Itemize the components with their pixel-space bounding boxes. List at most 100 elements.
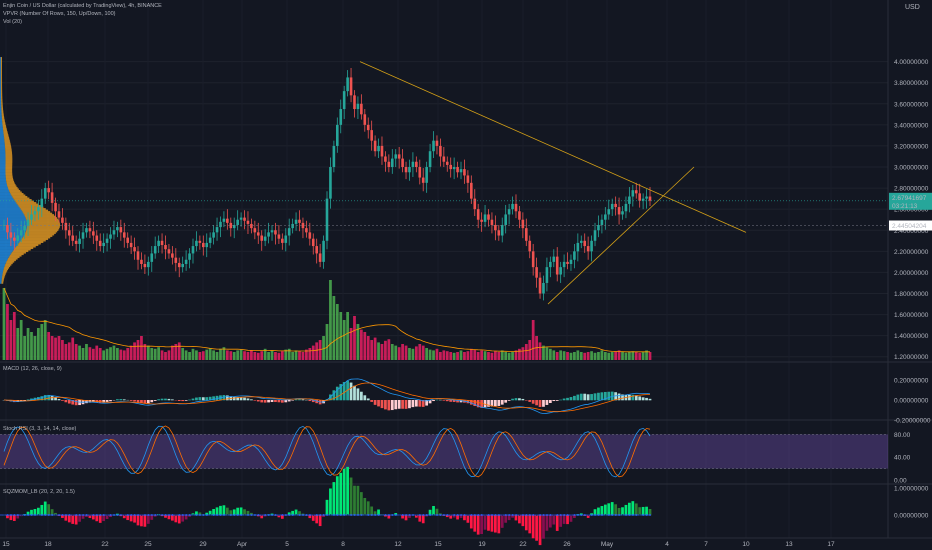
candle-body xyxy=(19,230,23,236)
candle-body xyxy=(356,103,360,110)
sqz-bar xyxy=(329,488,332,516)
sqz-bar xyxy=(607,503,611,516)
macd-hist-bar xyxy=(277,400,281,403)
sqz-bar xyxy=(548,515,552,528)
volume-bar xyxy=(160,350,164,360)
chart-title: Enjin Coin / US Dollar (calculated by Tr… xyxy=(3,3,162,9)
vpvr-legend[interactable]: VPVR (Number Of Rows, 150, Up/Down, 100) xyxy=(3,11,116,17)
candle-body xyxy=(411,161,415,168)
candle-body xyxy=(88,228,92,232)
volume-bar xyxy=(263,348,267,360)
candle-body xyxy=(559,267,562,275)
sqz-bar xyxy=(617,507,621,516)
macd-hist-bar xyxy=(243,397,246,401)
volume-bar xyxy=(181,348,185,360)
vpvr-up-row xyxy=(0,177,6,180)
candle-body xyxy=(373,140,377,152)
macd-hist-bar xyxy=(373,400,377,405)
time-tick-label: 4 xyxy=(665,541,669,548)
macd-hist-bar xyxy=(287,400,291,402)
macd-hist-bar xyxy=(483,400,487,408)
vpvr-up-row xyxy=(0,271,3,274)
volume-bar xyxy=(294,350,298,360)
vpvr-down-row xyxy=(5,149,12,151)
sqz-bar xyxy=(9,515,13,521)
volume-bar xyxy=(542,345,545,360)
stoch-rsi-legend[interactable]: Stoch RSI (3, 3, 14, 14, close) xyxy=(3,426,77,432)
sqz-bar xyxy=(98,515,102,523)
sqz-bar xyxy=(421,515,425,524)
volume-bar xyxy=(150,348,154,360)
sqz-bar xyxy=(311,515,315,521)
candle-body xyxy=(610,203,614,210)
candle-body xyxy=(160,240,164,246)
candle-body xyxy=(336,124,339,146)
sqz-bar xyxy=(394,513,398,516)
macd-hist-bar xyxy=(308,400,312,402)
candle-body xyxy=(590,240,593,252)
vpvr-down-row xyxy=(26,226,60,228)
sqz-bar xyxy=(26,511,30,516)
macd-hist-bar xyxy=(528,400,532,402)
volume-bar xyxy=(26,328,30,360)
price-tick-label: 2.20000000 xyxy=(894,249,929,256)
vpvr-down-row xyxy=(11,251,26,254)
sqzmom-legend[interactable]: SQZMOM_LB (20, 2, 20, 1.5) xyxy=(3,489,75,495)
candle-body xyxy=(456,167,459,173)
time-tick-label: 7 xyxy=(704,541,708,548)
macd-hist-bar xyxy=(476,400,480,408)
sqz-bar xyxy=(452,515,456,518)
candle-body xyxy=(521,219,525,229)
macd-hist-bar xyxy=(105,400,109,403)
macd-legend[interactable]: MACD (12, 26, close, 9) xyxy=(3,366,62,372)
macd-hist-bar xyxy=(74,400,78,406)
candle-body xyxy=(274,230,277,235)
sqz-bar xyxy=(404,515,408,521)
vpvr-up-row xyxy=(0,174,6,177)
volume-bar xyxy=(576,350,580,360)
vpvr-up-row xyxy=(0,227,27,230)
sqz-bar xyxy=(645,506,648,516)
vpvr-up-row xyxy=(0,171,6,174)
sqz-bar xyxy=(47,504,51,516)
macd-hist-bar xyxy=(133,400,136,402)
vpvr-down-row xyxy=(0,63,3,65)
vpvr-down-row xyxy=(0,87,3,89)
vpvr-down-row xyxy=(4,138,10,141)
vpvr-up-row xyxy=(0,185,8,188)
sqz-bar xyxy=(648,508,652,516)
sqz-bar xyxy=(610,502,614,516)
sqz-histogram xyxy=(2,466,652,546)
vpvr-down-row xyxy=(2,273,6,275)
volume-bar xyxy=(404,345,408,360)
volume-bar xyxy=(122,350,126,360)
price-tick-label: 1.60000000 xyxy=(894,312,929,319)
vpvr-down-row xyxy=(5,161,13,163)
candle-body xyxy=(638,193,641,201)
stoch-band xyxy=(0,434,888,469)
sqz-bar xyxy=(43,501,47,516)
volume-bar xyxy=(188,352,191,360)
sqz-bar xyxy=(332,482,336,516)
macd-hist-bar xyxy=(569,397,573,401)
volume-legend[interactable]: Vol (20) xyxy=(3,19,22,25)
volume-bar xyxy=(504,352,508,360)
candle-body xyxy=(102,242,105,247)
vpvr-up-row xyxy=(0,176,6,179)
volume-bar xyxy=(641,352,645,360)
macd-hist-bar xyxy=(390,400,394,411)
macd-hist-bar xyxy=(500,400,504,405)
sqz-bar xyxy=(621,507,624,516)
candle-body xyxy=(648,196,652,201)
vpvr-up-row xyxy=(0,197,14,200)
candle-body xyxy=(222,218,226,222)
vpvr-up-row xyxy=(0,214,25,216)
candle-body xyxy=(445,161,449,165)
sqz-bar xyxy=(497,515,501,534)
candle-body xyxy=(432,140,435,152)
macd-hist-bar xyxy=(631,394,635,401)
vpvr-up-row xyxy=(0,186,8,189)
candle-body xyxy=(476,209,480,220)
candle-body xyxy=(239,217,243,220)
